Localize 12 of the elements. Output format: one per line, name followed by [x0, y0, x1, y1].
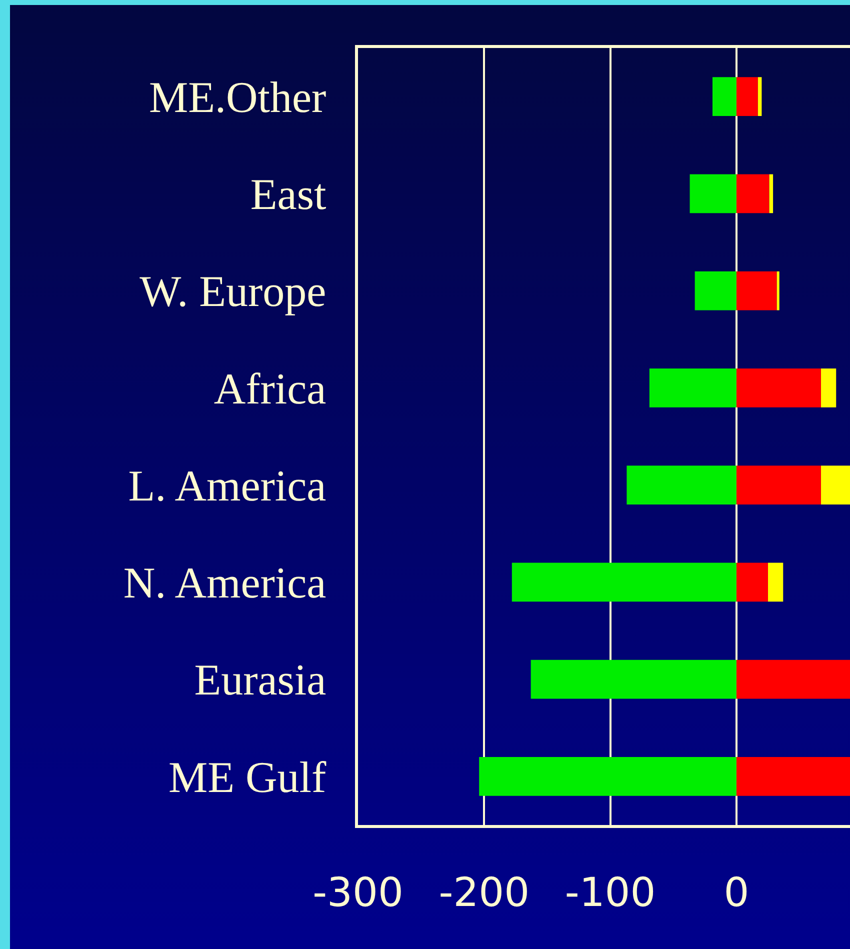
y-tick-label: ME.Other	[149, 72, 327, 122]
x-tick-label: -300	[312, 870, 404, 916]
y-tick-label: Africa	[214, 364, 326, 414]
x-tick-label: -200	[438, 870, 530, 916]
y-tick-label: W. Europe	[140, 267, 326, 316]
y-tick-label: ME Gulf	[168, 752, 327, 802]
y-tick-label: Eurasia	[194, 656, 326, 705]
y-tick-label: East	[250, 170, 326, 220]
y-tick-label: N. America	[123, 558, 326, 608]
x-tick-label: -100	[564, 870, 656, 916]
x-tick-label: 0	[724, 870, 750, 916]
y-tick-label: L. America	[128, 461, 326, 510]
